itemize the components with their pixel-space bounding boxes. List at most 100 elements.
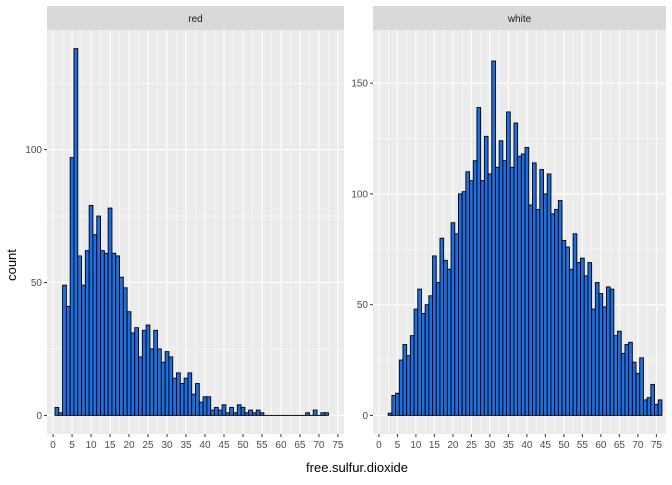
histogram-bar — [643, 400, 647, 416]
histogram-bar — [544, 194, 548, 415]
y-tick-label: 100 — [351, 189, 368, 200]
histogram-bar — [621, 353, 625, 415]
x-tick-label: 15 — [104, 440, 116, 451]
histogram-bar — [403, 345, 407, 416]
histogram-bar — [59, 413, 63, 416]
histogram-bar — [595, 283, 599, 416]
x-tick-label: 25 — [466, 440, 478, 451]
histogram-bar — [521, 154, 525, 415]
histogram-bar — [414, 309, 418, 415]
histogram-bar — [466, 172, 470, 416]
histogram-bar — [532, 163, 536, 415]
histogram-bar — [63, 285, 67, 415]
histogram-bar — [569, 269, 573, 415]
histogram-bar — [514, 123, 518, 415]
histogram-bar — [536, 209, 540, 415]
histogram-bar — [222, 405, 226, 416]
histogram-bar — [558, 201, 562, 416]
histogram-bar — [492, 61, 496, 415]
histogram-bar — [599, 294, 603, 416]
x-tick-label: 0 — [376, 440, 382, 451]
histogram-bar — [313, 410, 317, 415]
x-tick-label: 75 — [651, 440, 663, 451]
histogram-bar — [123, 288, 127, 416]
histogram-bar — [169, 357, 173, 415]
histogram-bar — [256, 410, 260, 415]
histogram-bar — [610, 289, 614, 415]
histogram-bar — [447, 269, 451, 415]
histogram-bar — [566, 247, 570, 415]
histogram-bar — [146, 325, 150, 415]
histogram-bar — [173, 378, 177, 415]
x-tick-label: 5 — [69, 440, 75, 451]
histogram-bar — [421, 314, 425, 416]
x-tick-label: 25 — [142, 440, 154, 451]
x-tick-label: 40 — [521, 440, 533, 451]
y-tick-label: 100 — [25, 145, 42, 156]
x-tick-label: 20 — [447, 440, 459, 451]
x-tick-label: 55 — [256, 440, 268, 451]
histogram-bar — [203, 397, 207, 416]
x-axis-title: free.sulfur.dioxide — [306, 460, 408, 475]
histogram-bar — [606, 287, 610, 415]
histogram-bar — [484, 136, 488, 415]
histogram-bar — [410, 336, 414, 416]
histogram-bar — [108, 208, 112, 415]
histogram-bar — [82, 285, 86, 415]
histogram-bar — [260, 413, 264, 416]
histogram-bar — [237, 405, 241, 416]
x-tick-label: 35 — [503, 440, 515, 451]
x-tick-label: 5 — [395, 440, 401, 451]
histogram-bar — [625, 345, 629, 416]
x-tick-label: 60 — [275, 440, 287, 451]
histogram-bar — [188, 373, 192, 416]
histogram-bar — [321, 413, 325, 416]
x-tick-label: 70 — [632, 440, 644, 451]
histogram-bar — [629, 342, 633, 415]
histogram-bar — [180, 384, 184, 416]
y-tick-label: 0 — [362, 411, 368, 422]
histogram-bar — [592, 309, 596, 415]
histogram-bar — [481, 181, 485, 416]
histogram-bar — [233, 413, 237, 416]
histogram-bar — [116, 256, 120, 415]
histogram-bar — [66, 306, 70, 415]
histogram-bar — [104, 253, 108, 415]
histogram-bar — [211, 410, 215, 415]
histogram-bar — [127, 312, 131, 416]
histogram-bar — [85, 251, 89, 416]
histogram-bar — [488, 174, 492, 415]
histogram-bar — [632, 362, 636, 415]
histogram-bar — [101, 251, 105, 416]
x-tick-label: 50 — [237, 440, 249, 451]
histogram-bar — [470, 181, 474, 416]
histogram-bar — [425, 305, 429, 416]
histogram-bar — [495, 167, 499, 415]
histogram-bar — [78, 256, 82, 415]
x-tick-label: 55 — [577, 440, 589, 451]
histogram-bar — [252, 413, 256, 416]
x-tick-label: 35 — [180, 440, 192, 451]
x-tick-label: 10 — [85, 440, 97, 451]
histogram-bar — [547, 174, 551, 415]
histogram-bar — [651, 384, 655, 415]
x-tick-label: 60 — [595, 440, 607, 451]
histogram-bar — [618, 331, 622, 415]
histogram-bar — [462, 192, 466, 416]
histogram-bar — [89, 205, 93, 415]
histogram-bar — [573, 234, 577, 416]
histogram-bar — [199, 402, 203, 415]
histogram-bar — [655, 404, 659, 415]
histogram-bar — [184, 378, 188, 415]
x-tick-label: 75 — [332, 440, 344, 451]
histogram-bar — [584, 276, 588, 416]
histogram-bar — [218, 410, 222, 415]
histogram-bar — [499, 141, 503, 416]
y-tick-label: 150 — [351, 79, 368, 90]
histogram-bar — [325, 413, 329, 416]
y-tick-label: 50 — [357, 300, 369, 311]
histogram-bar — [503, 161, 507, 416]
